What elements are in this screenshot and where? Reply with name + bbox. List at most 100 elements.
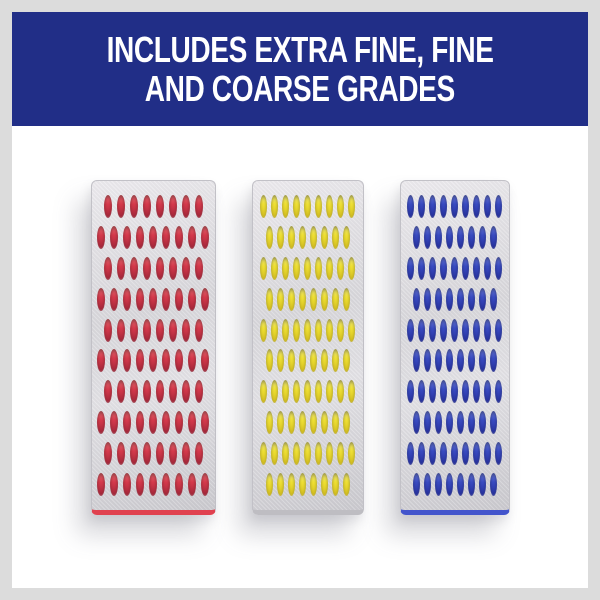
blue-abrasive-dot <box>484 318 491 342</box>
red-abrasive-dot <box>162 473 170 497</box>
yellow-abrasive-dot <box>282 256 289 280</box>
red-abrasive-dot <box>142 256 151 280</box>
yellow-abrasive-dot <box>326 256 333 280</box>
red-abrasive-dot <box>188 473 196 497</box>
yellow-abrasive-dot <box>276 411 284 435</box>
red-abrasive-dot <box>103 442 112 466</box>
red-abrasive-dot <box>142 318 151 342</box>
blue-abrasive-dot <box>423 411 431 435</box>
blue-abrasive-dot <box>473 256 480 280</box>
yellow-abrasive-dot <box>298 349 306 373</box>
red-abrasive-dot <box>149 411 157 435</box>
red-abrasive-dot <box>149 349 157 373</box>
sharpening-plates <box>90 180 510 588</box>
red-abrasive-dot <box>194 194 203 218</box>
red-abrasive-dot <box>201 225 209 249</box>
dot-row <box>401 473 509 497</box>
blue-abrasive-dot <box>445 225 453 249</box>
dot-row <box>401 256 509 280</box>
yellow-abrasive-dot <box>304 256 311 280</box>
blue-abrasive-dot <box>484 442 491 466</box>
blue-abrasive-dot <box>418 442 425 466</box>
yellow-abrasive-dot <box>287 287 295 311</box>
blue-abrasive-dot <box>495 442 502 466</box>
red-abrasive-dot <box>194 256 203 280</box>
yellow-abrasive-dot <box>337 256 344 280</box>
red-abrasive-dot <box>136 349 144 373</box>
yellow-abrasive-dot <box>271 194 278 218</box>
blue-abrasive-dot <box>467 225 475 249</box>
yellow-abrasive-dot <box>298 225 306 249</box>
red-abrasive-dot <box>129 194 138 218</box>
red-abrasive-dot <box>136 411 144 435</box>
blue-abrasive-dot <box>418 256 425 280</box>
red-abrasive-dot <box>123 225 131 249</box>
blue-abrasive-dot <box>467 349 475 373</box>
blue-abrasive-dot <box>423 287 431 311</box>
dot-row <box>253 194 363 218</box>
yellow-abrasive-dot <box>304 442 311 466</box>
red-abrasive-dot <box>110 473 118 497</box>
red-abrasive-dot <box>155 194 164 218</box>
yellow-abrasive-dot <box>287 349 295 373</box>
red-abrasive-dot <box>103 380 112 404</box>
red-abrasive-dot <box>188 349 196 373</box>
blue-abrasive-dot <box>467 411 475 435</box>
dot-row <box>253 256 363 280</box>
yellow-abrasive-dot <box>326 380 333 404</box>
red-abrasive-dot <box>194 442 203 466</box>
red-abrasive-dot <box>188 411 196 435</box>
blue-abrasive-dot <box>412 473 420 497</box>
dot-row <box>92 380 215 404</box>
product-image-area <box>12 126 588 588</box>
red-abrasive-dot <box>110 287 118 311</box>
blue-abrasive-dot <box>473 442 480 466</box>
yellow-abrasive-dot <box>260 380 267 404</box>
red-abrasive-dot <box>116 380 125 404</box>
yellow-abrasive-dot <box>348 442 355 466</box>
dot-row <box>401 380 509 404</box>
dot-row <box>253 225 363 249</box>
red-abrasive-dot <box>155 442 164 466</box>
dot-row <box>253 442 363 466</box>
yellow-abrasive-dot <box>320 411 328 435</box>
red-abrasive-dot <box>97 473 105 497</box>
yellow-abrasive-dot <box>337 442 344 466</box>
blue-abrasive-dot <box>495 194 502 218</box>
yellow-abrasive-dot <box>348 318 355 342</box>
red-abrasive-dot <box>181 194 190 218</box>
blue-abrasive-dot <box>467 473 475 497</box>
yellow-abrasive-dot <box>271 380 278 404</box>
blue-abrasive-dot <box>429 194 436 218</box>
yellow-abrasive-dot <box>304 380 311 404</box>
red-abrasive-dot <box>181 256 190 280</box>
red-abrasive-dot <box>188 287 196 311</box>
blue-abrasive-dot <box>434 225 442 249</box>
yellow-abrasive-dot <box>320 287 328 311</box>
red-abrasive-dot <box>175 411 183 435</box>
dot-row <box>253 380 363 404</box>
red-abrasive-dot <box>129 318 138 342</box>
yellow-abrasive-dot <box>265 473 273 497</box>
yellow-abrasive-dot <box>309 473 317 497</box>
yellow-abrasive-dot <box>320 349 328 373</box>
yellow-abrasive-dot <box>282 194 289 218</box>
blue-abrasive-dot <box>473 194 480 218</box>
yellow-abrasive-dot <box>271 442 278 466</box>
blue-abrasive-dot <box>407 194 414 218</box>
yellow-abrasive-dot <box>309 225 317 249</box>
red-abrasive-dot <box>116 194 125 218</box>
yellow-abrasive-dot <box>293 194 300 218</box>
yellow-abrasive-dot <box>304 318 311 342</box>
red-abrasive-dot <box>129 380 138 404</box>
blue-abrasive-dot <box>462 442 469 466</box>
blue-abrasive-dot <box>489 349 497 373</box>
red-abrasive-dot <box>181 380 190 404</box>
red-abrasive-dot <box>103 256 112 280</box>
red-abrasive-dot <box>168 318 177 342</box>
red-abrasive-dot <box>123 287 131 311</box>
yellow-abrasive-dot <box>265 225 273 249</box>
red-abrasive-dot <box>142 194 151 218</box>
blue-abrasive-dot <box>484 380 491 404</box>
yellow-abrasive-dot <box>265 349 273 373</box>
